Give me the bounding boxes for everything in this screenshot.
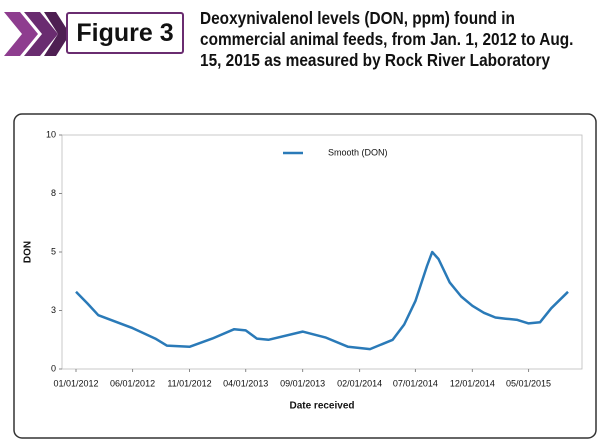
x-axis-title: Date received [289, 401, 354, 412]
chevrons [4, 12, 70, 56]
y-axis-title: DON [23, 241, 34, 263]
legend-label: Smooth (DON) [328, 147, 388, 157]
figure-label: Figure 3 [66, 12, 184, 54]
x-tick-label: 01/01/2012 [53, 378, 98, 388]
y-tick-label: 10 [46, 129, 56, 139]
x-tick-label: 02/01/2014 [337, 378, 382, 388]
x-tick-label: 11/01/2012 [167, 378, 211, 388]
chart-title: Deoxynivalenol levels (DON, ppm) found i… [200, 8, 574, 70]
x-tick-label: 12/01/2014 [450, 378, 495, 388]
x-tick-label: 06/01/2012 [110, 378, 155, 388]
y-tick-label: 8 [51, 188, 56, 198]
y-tick-label: 3 [51, 305, 56, 315]
data-line [75, 250, 569, 351]
y-tick-label: 5 [51, 246, 56, 256]
x-tick-label: 09/01/2013 [280, 378, 325, 388]
x-tick-label: 07/01/2014 [393, 378, 438, 388]
x-tick-label: 05/01/2015 [506, 378, 551, 388]
x-tick-label: 04/01/2013 [223, 378, 268, 388]
y-tick-label: 0 [51, 363, 56, 373]
